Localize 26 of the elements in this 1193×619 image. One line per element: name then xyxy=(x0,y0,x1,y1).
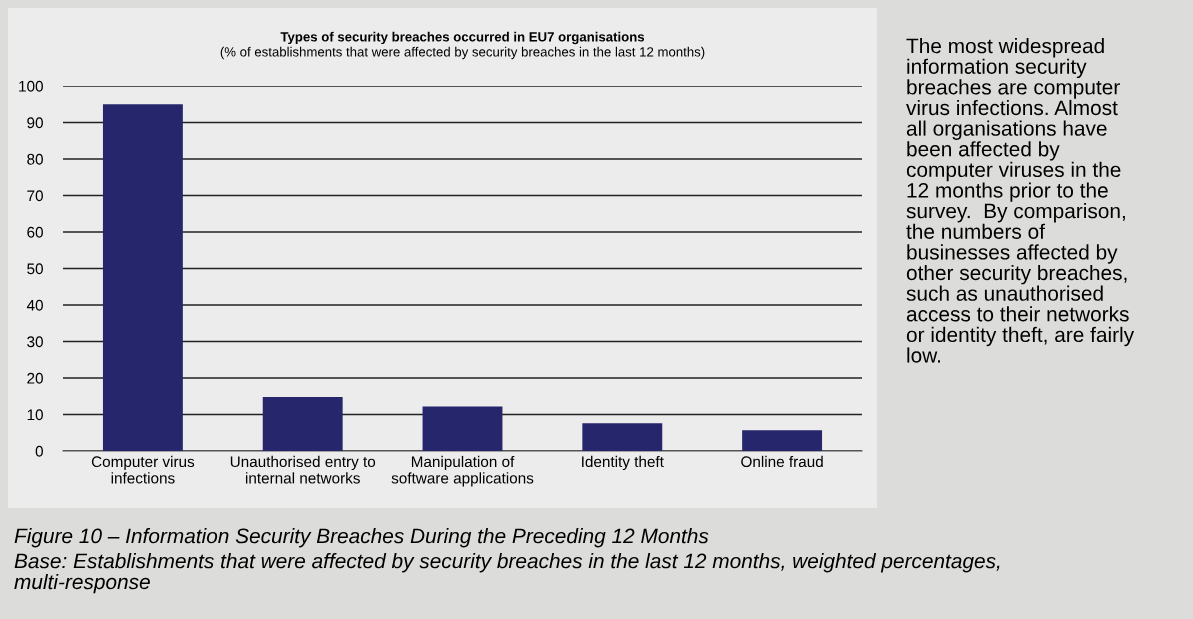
x-tick-label: Unauthorised entry to internal networks xyxy=(230,455,376,484)
y-tick-label: 90 xyxy=(27,117,43,129)
text: The most widespread information security breaches are computer virus infections. Almost all organisations have been affected by computer viruses in the 12 months prior to the survey. By comparison, the numbers of businesses affected by other security breaches, such as unauthorised access to their networks or identity theft, are fairly low. xyxy=(906,38,1135,363)
bar xyxy=(102,104,183,451)
caption: Figure 10 – Information Security Breaches During the Preceding 12 Months xyxy=(14,528,709,548)
bar xyxy=(422,406,503,451)
y-tick-label: 20 xyxy=(27,372,43,384)
y-tick-label: 30 xyxy=(27,336,43,348)
bar xyxy=(742,430,823,451)
x-tick-label: Online fraud xyxy=(741,455,823,468)
y-tick-label: 40 xyxy=(26,299,43,311)
bar xyxy=(582,423,663,451)
y-tick-label: 10 xyxy=(27,409,43,421)
y-tick-label: 80 xyxy=(27,153,43,165)
text: Base: Establishments that were affected by security breaches in the last 12 months, weighted percentages, multi-response xyxy=(14,553,1000,594)
x-tick-label: Identity theft xyxy=(582,455,664,471)
bar xyxy=(262,396,343,451)
y-tick-label: 60 xyxy=(27,226,43,238)
chart-title: Types of security breaches occurred in EU7 organisations xyxy=(280,31,645,45)
x-tick-label: Computer virus infections xyxy=(91,455,195,484)
y-tick-label: 70 xyxy=(27,190,43,202)
y-tick-label: 100 xyxy=(19,80,43,92)
y-tick-label: 50 xyxy=(27,263,43,275)
x-tick-label: Manipulation of software applications xyxy=(391,455,534,487)
chart-subtitle: (% of establishments that were affected by security breaches in the last 12 months) xyxy=(220,46,705,60)
y-tick-label: 0 xyxy=(35,445,43,457)
